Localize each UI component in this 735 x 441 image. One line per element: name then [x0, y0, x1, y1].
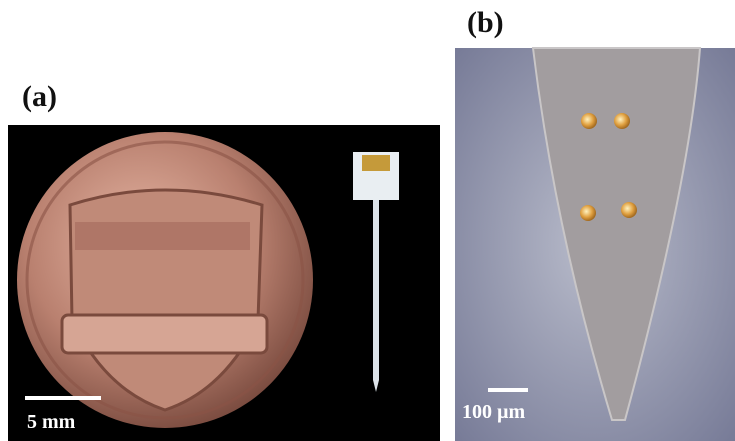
panel-a: (a) 5 mm [8, 80, 440, 441]
probe-pads [362, 155, 390, 171]
electrode [621, 202, 637, 218]
panel-label: (b) [467, 6, 504, 39]
panel-b: (b) 100 µm [455, 6, 735, 441]
figure: (a) 5 mm (b) 100 µm [0, 0, 735, 441]
panel-label: (a) [22, 80, 57, 113]
scale-bar-label: 100 µm [462, 401, 526, 423]
scale-bar-label: 5 mm [27, 411, 76, 433]
probe-shank [373, 200, 379, 380]
electrode [580, 205, 596, 221]
banner [75, 222, 250, 250]
electrode [614, 113, 630, 129]
one-cent-banner [62, 315, 267, 353]
electrode [581, 113, 597, 129]
